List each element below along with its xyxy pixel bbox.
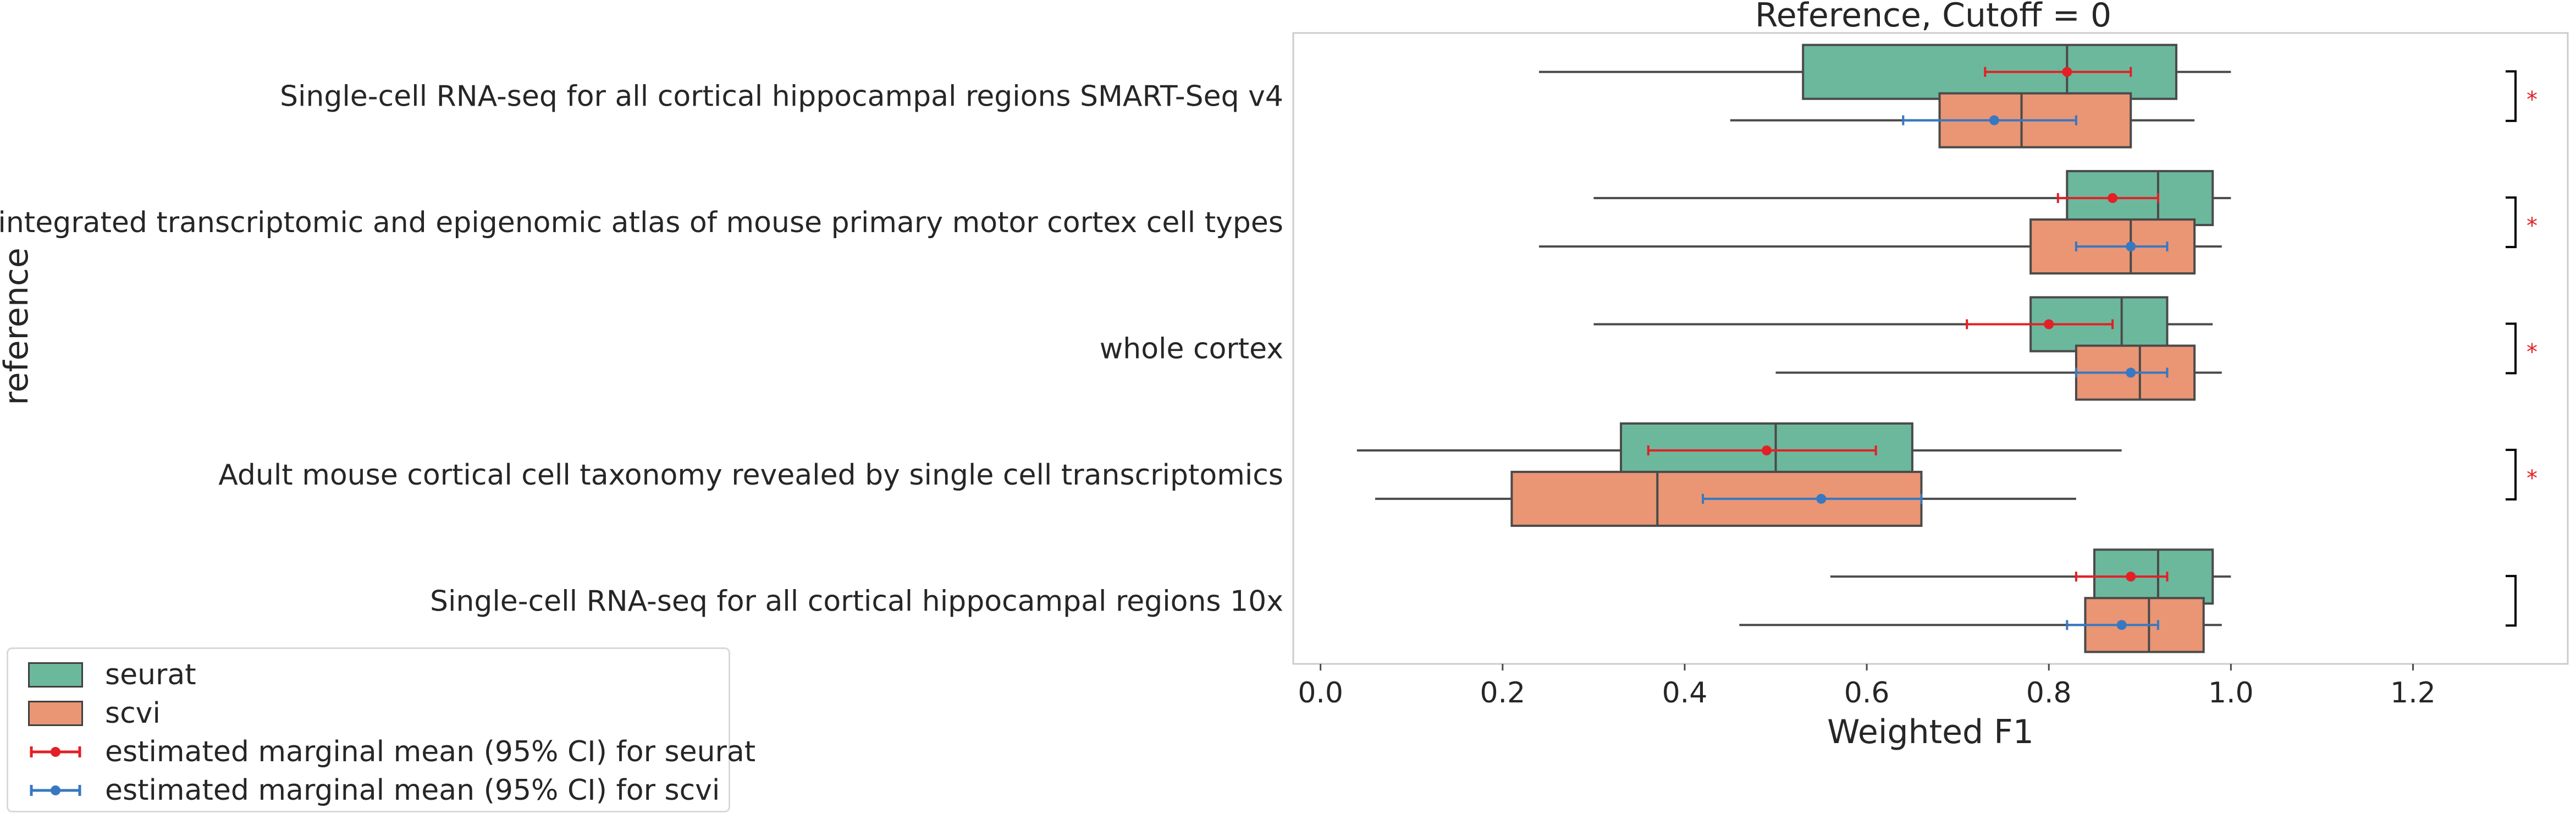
- significance-bracket: [2506, 322, 2517, 375]
- mean-point-seurat: [2108, 193, 2118, 204]
- x-axis-label: Weighted F1: [1827, 713, 2034, 751]
- mean-point-scvi: [1989, 115, 1999, 125]
- significance-bracket: [2506, 70, 2517, 122]
- legend-item-scvi: scvi: [28, 695, 161, 732]
- chart-title: Reference, Cutoff = 0: [1755, 0, 2111, 35]
- x-tick-label: 0.2: [1480, 677, 1525, 710]
- legend-label-seurat: seurat: [105, 658, 196, 691]
- mean-point-seurat: [2044, 319, 2054, 329]
- plot-frame: [1292, 32, 2569, 665]
- x-tick-label: 1.2: [2390, 677, 2436, 710]
- legend-item-seurat-mean: estimated marginal mean (95% CI) for seu…: [28, 734, 755, 770]
- x-tick-label: 1.0: [2208, 677, 2254, 710]
- mean-point-scvi: [2126, 367, 2136, 378]
- legend-item-scvi-mean: estimated marginal mean (95% CI) for scv…: [28, 772, 720, 809]
- legend-label-scvi: scvi: [105, 697, 161, 730]
- mean-point-seurat: [1761, 445, 1772, 455]
- category-label: Single-cell RNA-seq for all cortical hip…: [430, 585, 1283, 618]
- legend-swatch-seurat: [28, 662, 83, 688]
- x-tick-label: 0.6: [1844, 677, 1890, 710]
- mean-point-scvi: [2126, 241, 2136, 252]
- significance-bracket: [2506, 575, 2517, 627]
- category-label: An integrated transcriptomic and epigeno…: [0, 206, 1283, 239]
- mean-point-scvi: [1816, 493, 1827, 504]
- category-label: Adult mouse cortical cell taxonomy revea…: [218, 459, 1283, 492]
- significance-bracket: [2506, 196, 2517, 249]
- legend-label-seurat-mean: estimated marginal mean (95% CI) for seu…: [105, 735, 756, 768]
- mean-point-seurat: [2062, 67, 2072, 77]
- significance-star: *: [2527, 213, 2538, 239]
- mean-point-seurat: [2126, 571, 2136, 582]
- category-label: Single-cell RNA-seq for all cortical hip…: [280, 80, 1283, 113]
- significance-star: *: [2527, 340, 2538, 365]
- category-label: whole cortex: [1100, 333, 1283, 366]
- legend-item-seurat: seurat: [28, 657, 196, 693]
- x-tick-label: 0.0: [1298, 677, 1343, 710]
- legend-label-scvi-mean: estimated marginal mean (95% CI) for scv…: [105, 774, 720, 807]
- significance-bracket: [2506, 448, 2517, 501]
- legend-errorbar-seurat-icon: [30, 746, 81, 757]
- legend: seurat scvi estimated marginal mean (95%…: [7, 647, 755, 812]
- significance-star: *: [2527, 466, 2538, 491]
- x-tick-label: 0.8: [2026, 677, 2072, 710]
- legend-swatch-scvi: [28, 701, 83, 726]
- mean-point-scvi: [2116, 620, 2127, 630]
- legend-errorbar-scvi-icon: [30, 785, 81, 796]
- y-axis-label: reference: [0, 248, 36, 405]
- x-tick-label: 0.4: [1662, 677, 1708, 710]
- significance-star: *: [2527, 87, 2538, 113]
